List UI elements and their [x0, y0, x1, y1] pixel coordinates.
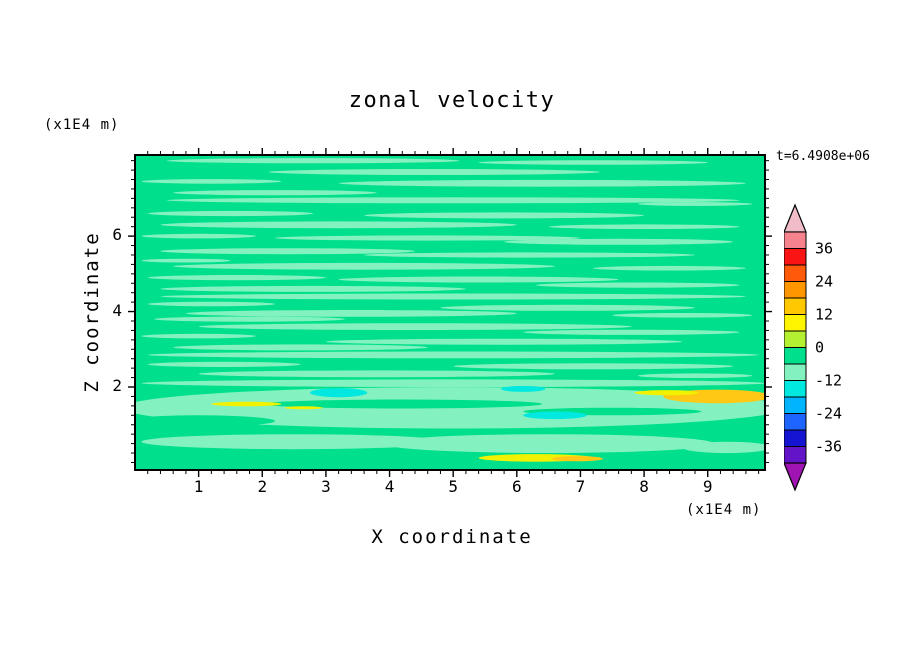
svg-text:24: 24 [815, 273, 833, 291]
y-tick-label: 6 [112, 225, 122, 245]
svg-text:12: 12 [815, 306, 833, 324]
x-axis-unit: (x1E4 m) [686, 502, 762, 518]
plot-title: zonal velocity [348, 88, 556, 113]
svg-text:36: 36 [815, 240, 833, 258]
x-tick-label: 4 [384, 477, 395, 496]
y-axis-unit: (x1E4 m) [44, 117, 120, 133]
colorbar: 36 24 12 0 -12 -24 -36 [784, 203, 842, 492]
x-tick-label: 5 [448, 477, 458, 496]
x-tick-label: 3 [321, 477, 331, 496]
x-tick-label: 1 [193, 477, 204, 496]
y-tick-label: 4 [112, 300, 122, 320]
time-label: t=6.4908e+06 [776, 149, 870, 164]
x-tick-label: 9 [702, 477, 713, 496]
x-tick-label: 7 [575, 477, 586, 496]
x-tick-label: 2 [257, 477, 268, 496]
svg-text:-36: -36 [815, 438, 842, 456]
x-axis-label: X coordinate [371, 526, 533, 548]
y-tick-label: 2 [112, 376, 122, 395]
contour-plot [128, 148, 772, 477]
svg-text:-12: -12 [815, 372, 842, 390]
x-tick-label: 6 [511, 477, 522, 496]
svg-text:0: 0 [815, 339, 824, 357]
svg-text:-24: -24 [815, 405, 842, 423]
x-tick-label: 8 [639, 477, 649, 496]
